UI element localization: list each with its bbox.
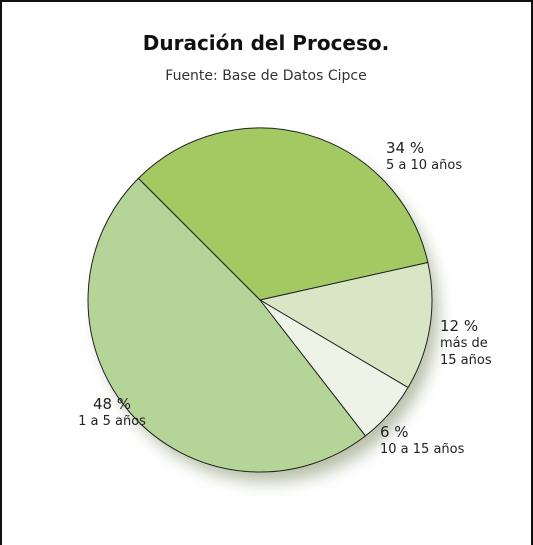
category-label: 10 a 15 años [380,442,465,457]
category-label: más de 15 años [440,336,492,368]
chart-subtitle: Fuente: Base de Datos Cipce [165,68,366,84]
category-label: 1 a 5 años [78,414,146,429]
chart-title: Duración del Proceso. [143,31,389,55]
category-label: 5 a 10 años [386,158,463,173]
slice-label: 48 % 1 a 5 años [62,396,162,430]
value-label: 48 % [92,395,132,413]
pie-slice [258,261,433,389]
slice-label: 12 % más de 15 años [440,318,502,369]
slice-label: 6 % 10 a 15 años [380,424,480,458]
value-label: 6 % [380,423,409,441]
slice-label: 34 % 5 a 10 años [386,140,486,174]
value-label: 34 % [386,139,425,157]
value-label: 12 % [440,317,479,335]
pie-slice [87,177,367,473]
pie-slice [137,127,429,301]
